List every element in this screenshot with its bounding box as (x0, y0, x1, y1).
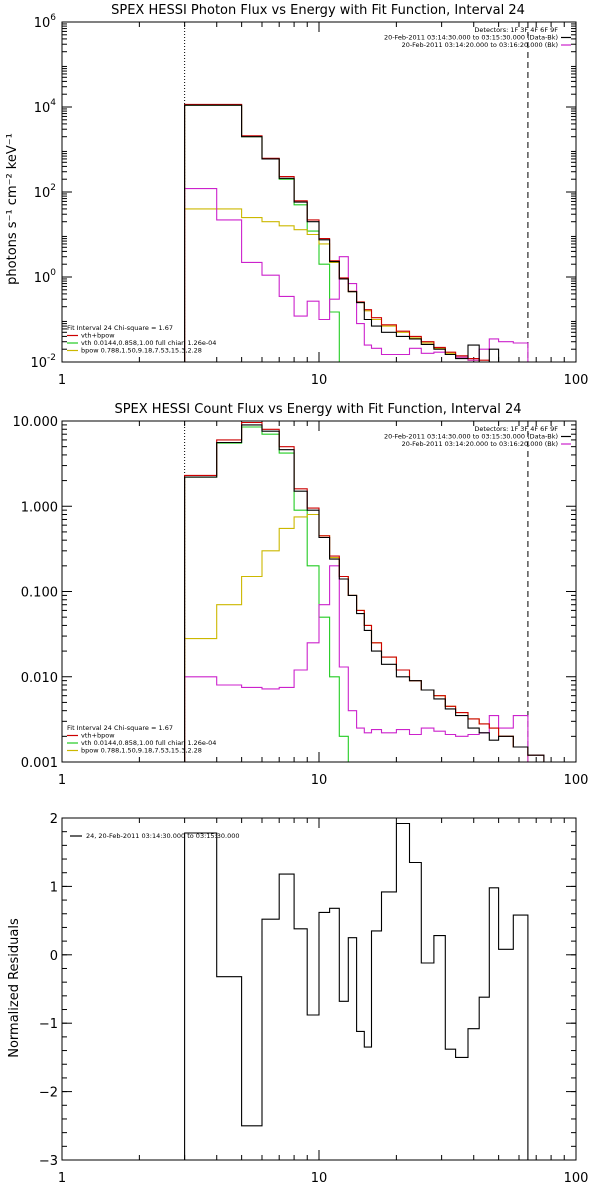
legend-entry: Fit Interval 24 Chi-square = 1.67 (67, 324, 173, 332)
legend-entry: bpow 0.788,1.50,9.18,7.53,15.3,2.28 (81, 747, 202, 755)
y-tick-label: 10.000 (13, 415, 59, 430)
y-tick-label: 0 (50, 949, 58, 964)
y-tick-label: −1 (39, 1017, 58, 1032)
legend-entry: vth 0.0144,0.858,1.00 full chian 1.26e-0… (81, 339, 216, 347)
series-data-line (184, 103, 528, 363)
legend-entry: 20-Feb-2011 03:14:30.000 to 03:15:30.000… (384, 34, 558, 42)
y-tick-label: 1 (50, 880, 58, 895)
series-residuals-line (184, 822, 529, 1160)
y-tick-label: 1.000 (21, 500, 58, 515)
x-tick-label: 100 (564, 373, 589, 388)
legend-entry: vth 0.0144,0.858,1.00 full chian 1.26e-0… (81, 739, 216, 747)
legend-entry: 24, 20-Feb-2011 03:14:30.000 to 03:15:30… (86, 832, 239, 840)
x-tick-label: 100 (564, 1171, 589, 1186)
legend-entry: vth+bpow (81, 732, 115, 740)
y-tick-label: 0.001 (21, 756, 58, 771)
chart-title: SPEX HESSI Count Flux vs Energy with Fit… (114, 402, 521, 417)
x-tick-label: 100 (564, 773, 589, 788)
series-total-line (184, 104, 528, 363)
y-tick-label: 106 (34, 13, 57, 31)
residuals-panel: Normalized Residuals 1 10 100 −3 −2 −1 0 1 2 24, … (7, 812, 588, 1186)
x-tick-label: 10 (311, 1171, 328, 1186)
legend-entry: vth+bpow (81, 332, 115, 340)
legend-entry: Fit Interval 24 Chi-square = 1.67 (67, 724, 173, 732)
y-tick-label: −2 (39, 1086, 58, 1101)
series-total-line (184, 424, 545, 762)
y-axis-label: photons s⁻¹ cm⁻² keV⁻¹ (5, 133, 20, 285)
chart-title: SPEX HESSI Photon Flux vs Energy with Fi… (111, 3, 525, 18)
legend-entry: 20-Feb-2011 03:14:30.000 to 03:15:30.000… (384, 433, 558, 441)
series-vth-line (184, 426, 544, 763)
x-tick-label: 10 (311, 373, 328, 388)
plot-frame (61, 21, 577, 363)
y-tick-label: −3 (39, 1154, 58, 1169)
y-tick-label: 104 (34, 98, 57, 116)
series-bpow-line (184, 513, 544, 763)
x-tick-label: 1 (58, 773, 66, 788)
plot-frame (61, 420, 577, 763)
y-axis-label: Normalized Residuals (7, 918, 22, 1058)
count-flux-panel: SPEX HESSI Count Flux vs Energy with Fit… (13, 402, 589, 788)
series-bkg-line (184, 565, 544, 763)
y-tick-label: 102 (34, 183, 56, 201)
legend-entry: bpow 0.788,1.50,9.18,7.53,15.3,2.28 (81, 347, 202, 355)
series-data-line (184, 421, 545, 762)
legend-entry: 20-Feb-2011 03:14:20.000 to 03:16:20.000… (402, 440, 558, 448)
photon-flux-panel: SPEX HESSI Photon Flux vs Energy with Fi… (5, 3, 588, 388)
legend-entry: Detectors: 1F 3F 4F 6F 9F (474, 425, 558, 433)
y-tick-label: 100 (34, 268, 57, 286)
x-tick-label: 1 (58, 1171, 66, 1186)
legend-entry: Detectors: 1F 3F 4F 6F 9F (474, 26, 558, 34)
y-tick-label: 10-2 (30, 353, 56, 371)
plot-frame (61, 817, 577, 1161)
x-tick-label: 10 (311, 773, 328, 788)
y-tick-label: 0.100 (21, 586, 58, 601)
legend-entry: 20-Feb-2011 03:14:20.000 to 03:16:20.000… (402, 41, 558, 49)
series-bkg-line (184, 188, 529, 362)
y-tick-label: 0.010 (21, 671, 58, 686)
y-tick-label: 2 (50, 812, 58, 827)
x-tick-label: 1 (58, 373, 66, 388)
